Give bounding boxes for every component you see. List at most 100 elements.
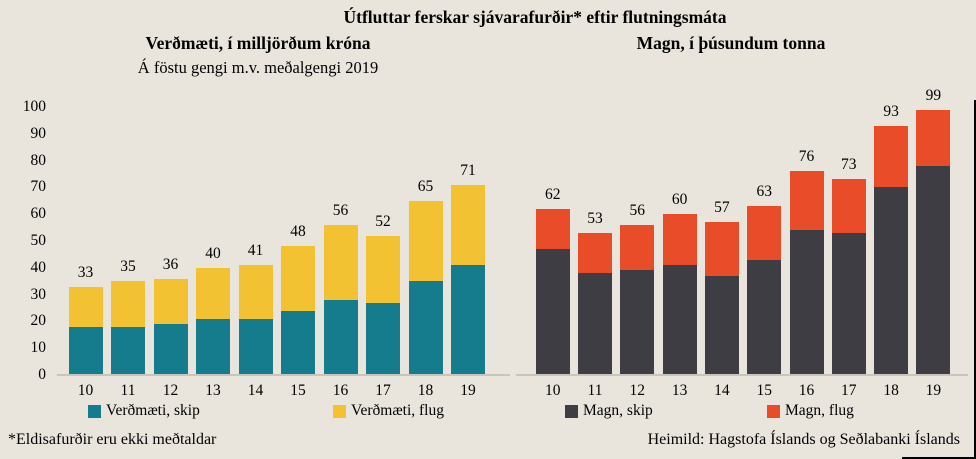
window-edge-right <box>973 100 976 459</box>
x-tick-label: 10 <box>77 382 94 399</box>
legend-label: Verðmæti, flug <box>351 402 444 419</box>
bar-segment-air <box>620 224 655 271</box>
y-tick-label: 100 <box>22 98 46 115</box>
bar-total-label: 65 <box>417 177 434 195</box>
left-panel-title: Verðmæti, í milljörðum króna <box>145 33 371 53</box>
y-tick-label: 50 <box>30 232 47 249</box>
bar-segment-ship <box>916 165 951 375</box>
x-tick-label: 18 <box>417 382 434 399</box>
x-tick-label: 16 <box>332 382 349 399</box>
bar-segment-air <box>874 125 909 188</box>
bar-total-label: 63 <box>756 183 772 201</box>
bar-total-label: 73 <box>841 156 857 174</box>
bar-segment-air <box>111 281 145 327</box>
y-tick-label: 30 <box>30 285 47 303</box>
bar-segment-ship <box>620 270 655 375</box>
bar-segment-air <box>704 222 739 276</box>
bar-segment-ship <box>578 273 612 375</box>
legend-swatch <box>565 404 578 418</box>
x-tick-label: 14 <box>247 382 264 399</box>
x-tick-label: 19 <box>460 382 476 399</box>
y-tick-label: 90 <box>30 124 47 142</box>
x-tick-label: 13 <box>671 382 688 399</box>
bar-segment-ship <box>831 232 866 375</box>
x-tick-label: 15 <box>290 382 306 399</box>
x-tick-label: 15 <box>756 382 772 399</box>
bar-segment-air <box>662 214 697 266</box>
legend-item: Magn, skip <box>565 403 653 419</box>
x-tick-label: 17 <box>841 382 857 399</box>
bar-segment-air <box>451 184 485 266</box>
bar-segment-air <box>153 278 188 325</box>
bar-segment-air <box>323 224 358 300</box>
y-tick-label: 0 <box>38 366 46 383</box>
bar-segment-ship <box>874 187 909 375</box>
bar-total-label: 52 <box>375 212 391 230</box>
bar-segment-ship <box>111 326 145 375</box>
bar-total-label: 99 <box>925 86 942 104</box>
bar-segment-ship <box>747 259 782 375</box>
bar-segment-air <box>281 246 315 311</box>
bar-segment-ship <box>451 265 485 375</box>
y-tick-label: 60 <box>30 205 47 223</box>
bar-total-label: 93 <box>883 102 899 120</box>
bar-total-label: 36 <box>162 255 179 273</box>
x-tick-label: 10 <box>544 382 561 399</box>
bar-total-label: 60 <box>671 191 688 209</box>
bar-total-label: 56 <box>629 201 646 219</box>
bar-total-label: 62 <box>544 185 561 203</box>
bar-segment-air <box>68 286 103 327</box>
legend-label: Magn, flug <box>785 402 854 419</box>
bar-total-label: 76 <box>798 148 815 166</box>
legend-label: Magn, skip <box>583 402 653 419</box>
x-tick-label: 16 <box>798 382 815 399</box>
bar-segment-ship <box>68 326 103 375</box>
bar-segment-air <box>831 179 866 233</box>
bar-total-label: 41 <box>247 242 264 260</box>
bar-segment-ship <box>789 230 824 375</box>
legend-item: Verðmæti, skip <box>88 403 200 419</box>
bar-segment-ship <box>281 310 315 375</box>
legend-item: Verðmæti, flug <box>333 403 444 419</box>
bar-segment-air <box>747 206 782 260</box>
window-edge-bottom <box>902 456 976 459</box>
x-tick-label: 14 <box>714 382 730 399</box>
bar-segment-ship <box>366 302 400 375</box>
bar-segment-air <box>578 232 612 274</box>
x-tick-label: 11 <box>120 382 136 399</box>
bar-segment-air <box>789 171 824 231</box>
bar-total-label: 53 <box>587 209 603 227</box>
legend-item: Magn, flug <box>767 403 854 419</box>
bar-segment-ship <box>408 281 443 375</box>
left-panel-subtitle: Á föstu gengi m.v. meðalgengi 2019 <box>137 58 379 77</box>
footnote: *Eldisafurðir eru ekki meðtaldar <box>8 431 217 448</box>
right-x-axis-line <box>516 374 968 376</box>
legend-swatch <box>88 404 101 418</box>
y-tick-label: 80 <box>30 151 47 169</box>
x-tick-label: 19 <box>925 382 942 399</box>
bar-segment-ship <box>153 324 188 375</box>
x-tick-label: 11 <box>587 382 603 399</box>
bar-segment-ship <box>323 299 358 375</box>
bar-segment-air <box>535 208 570 250</box>
x-tick-label: 12 <box>162 382 179 399</box>
bar-segment-ship <box>704 275 739 375</box>
legend-swatch <box>333 404 346 418</box>
legend-label: Verðmæti, skip <box>106 402 200 419</box>
bar-total-label: 57 <box>714 199 730 217</box>
bar-total-label: 35 <box>120 258 136 276</box>
bar-total-label: 33 <box>77 263 94 281</box>
right-panel-title: Magn, í þúsundum tonna <box>636 33 826 53</box>
bar-total-label: 40 <box>205 244 221 262</box>
bar-segment-ship <box>535 249 570 375</box>
bar-segment-air <box>916 109 951 166</box>
left-x-axis-line <box>57 374 510 376</box>
bar-segment-air <box>366 235 400 303</box>
bar-segment-air <box>408 200 443 282</box>
bar-segment-ship <box>196 318 230 375</box>
bar-segment-air <box>196 267 230 319</box>
bar-segment-ship <box>238 318 273 375</box>
chart-main-title: Útfluttar ferskar sjávarafurðir* eftir f… <box>343 7 727 27</box>
bar-segment-ship <box>662 265 697 375</box>
